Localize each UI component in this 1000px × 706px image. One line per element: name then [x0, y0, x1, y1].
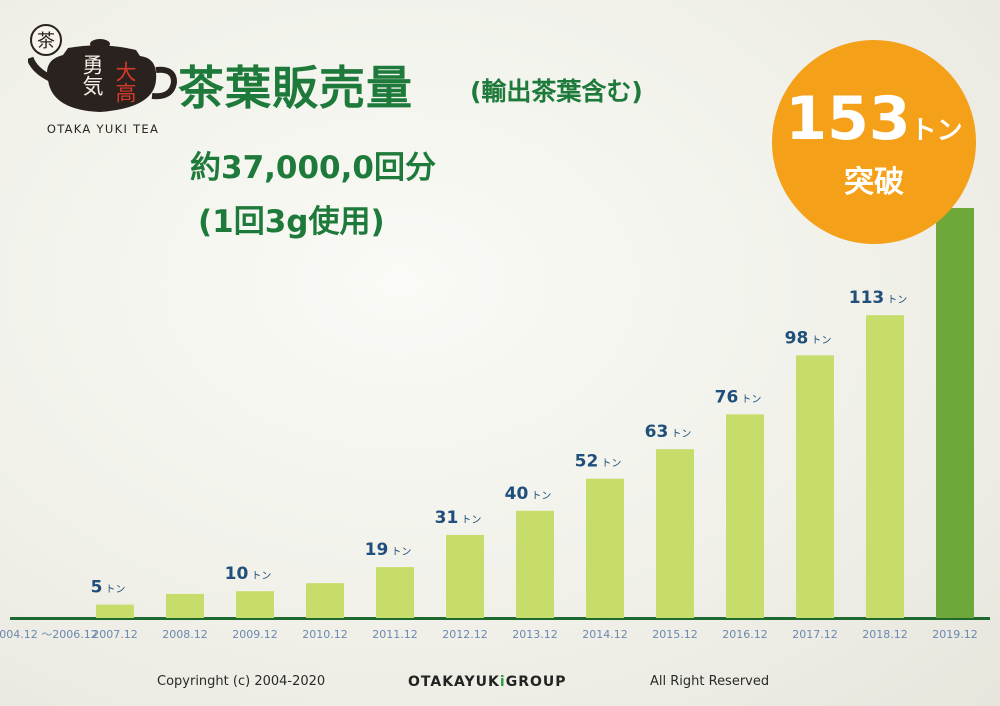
page-title: 茶葉販売量: [178, 61, 413, 115]
x-tick-label: 2015.12: [652, 628, 698, 641]
subtitle-line-1: 約37,000,0回分: [190, 150, 436, 186]
bar-4: [306, 583, 344, 618]
bar-value-label: 31 トン: [435, 508, 482, 528]
bar-value-label: 63 トン: [645, 422, 692, 442]
x-tick-label: 2008.12: [162, 628, 208, 641]
bar-value-label: 5 トン: [91, 578, 126, 598]
bar-12: [866, 315, 904, 618]
bar-11: [796, 355, 834, 618]
svg-text:大高: 大高: [113, 61, 137, 103]
bar-3: [236, 591, 274, 618]
x-tick-label: 2014.12: [582, 628, 628, 641]
badge-caption: 突破: [844, 165, 904, 200]
logo-text: OTAKA YUKI TEA: [46, 122, 160, 136]
copyright-text: Copyringht (c) 2004-2020: [157, 674, 326, 689]
bar-6: [446, 534, 484, 618]
bar-value-label: 113 トン: [849, 288, 908, 308]
milestone-badge: 153トン 突破: [772, 40, 976, 244]
bar-10: [726, 414, 764, 618]
group-logo-text: OTAKAYUKiGROUP: [408, 674, 567, 690]
subtitle-line-2: (1回3g使用): [198, 204, 385, 240]
x-tick-label: 2012.12: [442, 628, 488, 641]
x-tick-label: 2011.12: [372, 628, 418, 641]
x-tick-label: 2016.12: [722, 628, 768, 641]
bar-7: [516, 510, 554, 618]
title-note: (輸出茶葉含む): [470, 77, 643, 106]
x-tick-label: 2017.12: [792, 628, 838, 641]
bar-value-label: 98 トン: [785, 328, 832, 348]
bar-13: [936, 208, 974, 618]
svg-text:茶: 茶: [37, 31, 55, 52]
bar-9: [656, 449, 694, 618]
x-tick-label: 2019.12: [932, 628, 978, 641]
badge-value: 153トン: [785, 84, 963, 154]
teapot-logo-icon: 茶 大高 勇気: [28, 24, 178, 112]
rights-text: All Right Reserved: [650, 674, 770, 689]
bar-value-label: 19 トン: [365, 540, 412, 560]
x-tick-label: 2009.12: [232, 628, 278, 641]
bar-value-label: 52 トン: [575, 452, 622, 472]
x-tick-label: 2013.12: [512, 628, 558, 641]
x-tick-label: 2018.12: [862, 628, 908, 641]
brand-logo: 茶 大高 勇気 OTAKA YUKI TEA: [28, 20, 178, 140]
svg-text:勇気: 勇気: [80, 54, 104, 96]
bar-2: [166, 593, 204, 618]
x-tick-label: 2010.12: [302, 628, 348, 641]
x-tick-label: 2004.12 ～2006.12: [0, 628, 98, 641]
bar-value-label: 40 トン: [505, 484, 552, 504]
bar-value-label: 10 トン: [225, 564, 272, 584]
x-tick-label: 2007.12: [92, 628, 138, 641]
bar-value-label: 76 トン: [715, 387, 762, 407]
bar-1: [96, 604, 134, 618]
bar-8: [586, 478, 624, 618]
bar-5: [376, 567, 414, 618]
